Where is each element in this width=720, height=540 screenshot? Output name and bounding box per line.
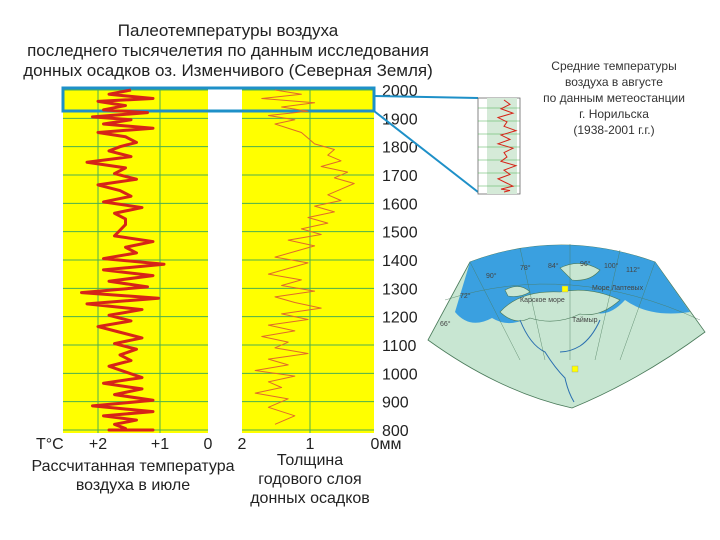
right-caption-line-1: Толщина [277, 452, 343, 469]
map-river-yenisei [519, 319, 575, 403]
thick-tick-2: 2 [238, 436, 247, 453]
year-tick-1900: 1900 [382, 111, 418, 128]
left-caption-line-2: воздуха в июле [76, 477, 190, 494]
map-label-taimyr: Таймыр [572, 316, 598, 324]
temp-tick-0: 0 [204, 436, 213, 453]
inset-grid [478, 107, 520, 187]
side-caption-line-1: Средние температуры [551, 59, 676, 73]
map-label-kara-sea: Карское море [520, 297, 565, 304]
year-tick-1500: 1500 [382, 225, 418, 242]
title-line-1: Палеотемпературы воздуха [118, 21, 339, 40]
inset-green-band [487, 98, 517, 194]
map-label-laptev-sea: Море Лаптевых [592, 285, 644, 292]
year-tick-1600: 1600 [382, 196, 418, 213]
year-tick-1100: 1100 [382, 338, 417, 355]
year-tick-1800: 1800 [382, 140, 418, 157]
map-grid-lines [444, 244, 701, 361]
temperature-curve [80, 88, 166, 432]
map-lon-90: 90° [486, 272, 497, 280]
side-caption-line-5: (1938-2001 г.г.) [573, 123, 654, 137]
map-lon-66: 66° [440, 320, 451, 328]
map-lon-112: 112° [626, 266, 640, 274]
map-lon-84: 84° [548, 262, 559, 270]
map-river-khatanga [559, 319, 601, 353]
thickness-curve [254, 89, 355, 425]
map-lon-100: 100° [604, 262, 619, 270]
title-line-3: донных осадков оз. Изменчивого (Северная… [23, 61, 433, 80]
map-lon-96: 96° [580, 260, 591, 268]
highlight-box [61, 86, 376, 113]
separator-strip [208, 88, 242, 433]
taimyr-map: 90° 78° 84° 96° 100° 112° 72° 66° Карско… [427, 244, 706, 409]
left-caption-line-1: Рассчитанная температура [31, 458, 234, 475]
temp-unit-label: T°C [36, 436, 64, 453]
side-caption-line-3: по данным метеостанции [543, 91, 685, 105]
year-tick-1700: 1700 [382, 168, 418, 185]
title-line-2: последнего тысячелетия по данным исследо… [27, 41, 429, 60]
map-lon-78: 78° [520, 264, 531, 272]
map-marker-lake [561, 285, 569, 293]
year-axis-labels: 2000190018001700160015001400130012001100… [382, 83, 418, 440]
temp-tick-plus2: +2 [89, 436, 107, 453]
temp-tick-plus1: +1 [151, 436, 169, 453]
inset-temperature-curve [496, 99, 518, 193]
year-tick-1200: 1200 [382, 310, 418, 327]
side-caption: Средние температуры воздуха в августе по… [543, 59, 685, 137]
right-caption-line-2: годового слоя [258, 471, 361, 488]
inset-chart [477, 97, 521, 195]
year-tick-1000: 1000 [382, 366, 418, 383]
year-tick-900: 900 [382, 395, 409, 412]
year-tick-1400: 1400 [382, 253, 418, 270]
right-caption-line-3: донных осадков [250, 490, 370, 507]
map-taimyr-peninsula [499, 289, 621, 322]
figure-title: Палеотемпературы воздуха последнего тыся… [23, 21, 433, 80]
connector-bottom [373, 110, 479, 193]
year-tick-1300: 1300 [382, 281, 418, 298]
thick-tick-0mm: 0мм [371, 436, 402, 453]
map-lon-72: 72° [460, 292, 471, 300]
map-marker-norilsk [571, 365, 579, 373]
year-tick-800: 800 [382, 423, 409, 440]
side-caption-line-2: воздуха в августе [565, 75, 663, 89]
thick-tick-1: 1 [306, 436, 315, 453]
connector-top [373, 95, 479, 99]
side-caption-line-4: г. Норильска [579, 107, 649, 121]
